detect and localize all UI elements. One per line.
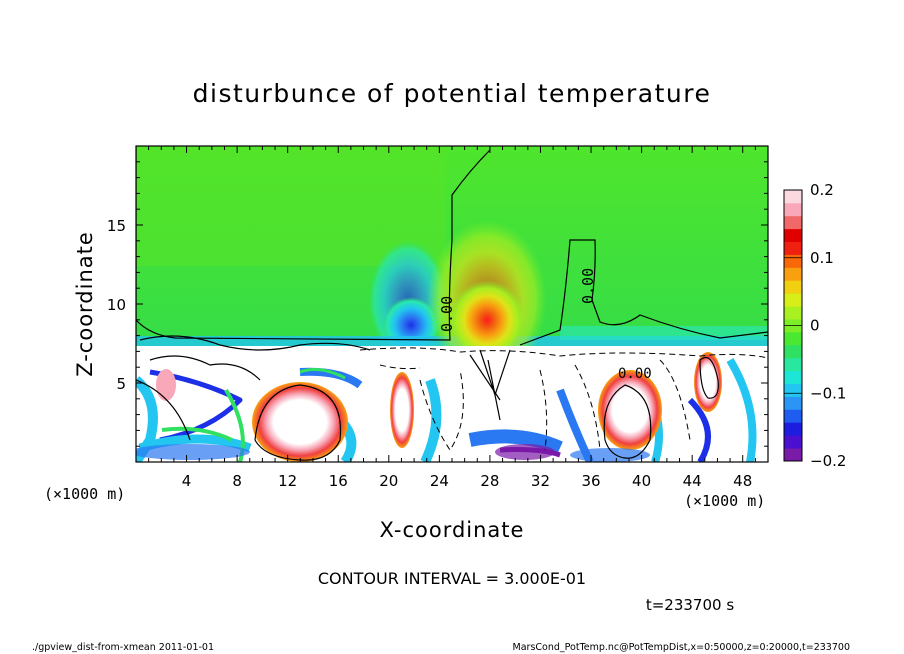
x-axis-label: X-coordinate bbox=[380, 518, 525, 542]
x-tick-label: 36 bbox=[581, 472, 600, 490]
time-label: t=233700 s bbox=[646, 596, 734, 614]
colorbar-swatch bbox=[784, 409, 802, 423]
y-tick-label: 5 bbox=[116, 375, 126, 393]
y-axis-label: Z-coordinate bbox=[73, 231, 97, 377]
x-tick-label: 4 bbox=[182, 472, 192, 490]
x-tick-label: 44 bbox=[683, 472, 702, 490]
heatmap-field: 0.00 0.00 0.00 bbox=[136, 146, 768, 462]
colorbar-tick-label: 0.2 bbox=[810, 181, 834, 199]
colorbar-swatch bbox=[784, 241, 802, 255]
colorbar-swatch bbox=[784, 435, 802, 449]
colorbar-swatch bbox=[784, 331, 802, 346]
chart-title: disturbunce of potential temperature bbox=[193, 79, 712, 108]
colorbar-swatch bbox=[784, 254, 802, 268]
x-tick-label: 12 bbox=[278, 472, 297, 490]
colorbar-swatch bbox=[784, 228, 802, 243]
x-tick-label: 40 bbox=[632, 472, 651, 490]
footer-right: MarsCond_PotTemp.nc@PotTempDist,x=0:5000… bbox=[513, 642, 850, 653]
colorbar-tick-label: −0.1 bbox=[810, 384, 846, 402]
contour-labels: 0.00 0.00 0.00 bbox=[438, 268, 652, 382]
colorbar-tick-label: 0.1 bbox=[810, 249, 834, 267]
colorbar-swatch bbox=[784, 396, 802, 410]
colorbar-swatch bbox=[784, 448, 802, 462]
x-tick-label: 8 bbox=[232, 472, 242, 490]
y-tick-label: 10 bbox=[107, 296, 126, 314]
colorbar bbox=[783, 189, 803, 462]
colorbar-swatch bbox=[784, 293, 802, 307]
contour-label: 0.00 bbox=[579, 268, 597, 304]
colorbar-swatch bbox=[784, 306, 802, 320]
x-tick-label: 16 bbox=[329, 472, 348, 490]
positive-anomaly bbox=[449, 280, 525, 360]
footer-left: ./gpview_dist-from-xmean 2011-01-01 bbox=[32, 642, 214, 653]
contour-label: 0.00 bbox=[618, 366, 652, 382]
colorbar-swatch bbox=[784, 370, 802, 384]
x-axis-unit: (×1000 m) bbox=[44, 485, 125, 503]
x-tick-label: 32 bbox=[531, 472, 550, 490]
colorbar-swatch bbox=[784, 267, 802, 281]
x-tick-label: 28 bbox=[480, 472, 499, 490]
colorbar-tick-label: −0.2 bbox=[810, 452, 846, 470]
y-tick-label: 15 bbox=[107, 217, 126, 235]
colorbar-swatch bbox=[784, 215, 802, 230]
y-axis-unit: (×1000 m) bbox=[684, 492, 765, 510]
colorbar-tick-label: 0 bbox=[810, 317, 820, 335]
colorbar-swatch bbox=[784, 344, 802, 359]
colorbar-swatch bbox=[784, 357, 802, 372]
x-tick-label: 24 bbox=[430, 472, 449, 490]
colorbar-swatch bbox=[784, 383, 802, 397]
contour-label: 0.00 bbox=[438, 296, 456, 332]
x-tick-label: 20 bbox=[379, 472, 398, 490]
colorbar-swatch bbox=[784, 280, 802, 294]
colorbar-swatch bbox=[784, 190, 802, 204]
x-tick-label: 48 bbox=[733, 472, 752, 490]
colorbar-swatch bbox=[784, 422, 802, 436]
colorbar-swatch bbox=[784, 202, 802, 217]
y-axis: 5 10 15 bbox=[107, 161, 768, 447]
contour-interval-text: CONTOUR INTERVAL = 3.000E-01 bbox=[318, 569, 586, 588]
x-axis: 4 8 12 16 20 24 28 32 36 40 44 48 bbox=[148, 146, 756, 490]
colorbar-ticks: −0.2 −0.1 0 0.1 0.2 bbox=[784, 181, 846, 470]
